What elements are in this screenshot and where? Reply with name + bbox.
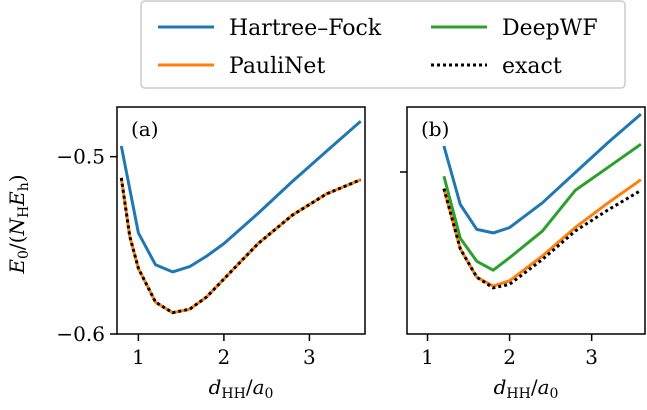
panel-b-label: (b) [421, 117, 449, 141]
legend: Hartree–Fock DeepWF PauliNet exact [140, 0, 626, 89]
panel-b-xticks: 1 2 3 [421, 334, 598, 369]
panel-a-xtick-label: 2 [218, 345, 231, 369]
panel-a-series-exact [119, 177, 362, 315]
panel-a-xticks: 1 2 3 [132, 334, 316, 369]
panel-a: (a) −0.5 −0.6 1 2 3 dHH/a0 [56, 106, 366, 402]
panel-b-series-exact [442, 188, 642, 290]
legend-label-paulinet: PauliNet [229, 54, 325, 79]
panel-a-series-hartree-fock [119, 120, 362, 274]
legend-label-deepwf: DeepWF [502, 16, 598, 41]
panel-a-series-group [119, 120, 362, 315]
panel-a-yticks: −0.5 −0.6 [56, 145, 117, 346]
panel-a-series-paulinet [119, 177, 362, 315]
panel-b-xtick-label: 1 [421, 345, 434, 369]
panel-a-x-axis-label: dHH/a0 [209, 375, 274, 402]
panel-b-series-hartree-fock [442, 112, 642, 235]
panel-a-label: (a) [131, 117, 159, 141]
panel-a-xtick-label: 1 [132, 345, 145, 369]
legend-frame [140, 0, 626, 89]
panel-b-frame [406, 106, 646, 335]
panel-a-ytick-label: −0.6 [56, 322, 105, 346]
panel-a-frame [116, 106, 366, 335]
panel-b-series-deepwf [442, 142, 642, 272]
legend-label-exact: exact [502, 54, 562, 79]
panel-b-xtick-label: 3 [585, 345, 598, 369]
panel-b-series-group [442, 112, 642, 290]
legend-label-hartree-fock: Hartree–Fock [229, 16, 382, 41]
y-axis-label: E0/(NHEh) [5, 174, 32, 274]
panel-b-x-axis-label: dHH/a0 [494, 375, 559, 402]
panel-a-xtick-label: 3 [303, 345, 316, 369]
panel-b: (b) 1 2 3 dHH/a0 [400, 106, 646, 402]
panel-b-xtick-label: 2 [503, 345, 516, 369]
panel-a-ytick-label: −0.5 [56, 145, 105, 169]
